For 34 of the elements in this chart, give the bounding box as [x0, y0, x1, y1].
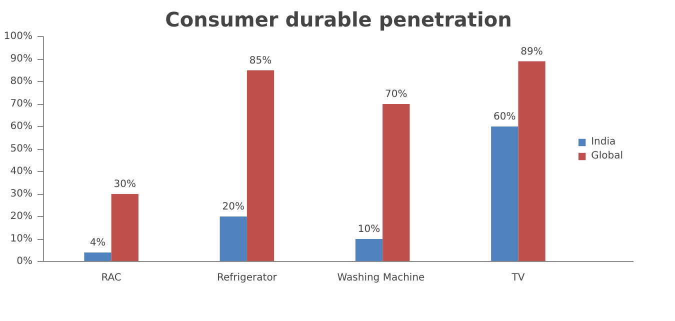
bar [246, 70, 274, 262]
y-tick-label: 60% [10, 121, 33, 132]
bar [84, 252, 112, 262]
y-tick-label: 10% [10, 234, 33, 244]
chart-title: Consumer durable penetration [165, 8, 512, 32]
y-tick-label: 90% [10, 54, 33, 64]
y-tick-label: 100% [4, 31, 33, 42]
x-tick-label: Washing Machine [337, 272, 425, 284]
data-label: 60% [494, 112, 516, 122]
data-label: 89% [520, 46, 543, 58]
bar [111, 194, 138, 262]
x-tick-label: RAC [101, 272, 122, 284]
data-label: 70% [385, 89, 408, 100]
x-tick-label: TV [510, 272, 525, 284]
legend-label: India [591, 136, 616, 147]
legend-label: Global [591, 150, 623, 161]
y-tick-label: 80% [10, 76, 33, 87]
bar [382, 104, 410, 262]
y-tick-label: 20% [10, 211, 33, 222]
bar [518, 61, 546, 262]
y-tick-label: 30% [10, 188, 33, 200]
y-tick-label: 70% [10, 98, 33, 110]
data-label: 30% [114, 179, 136, 190]
y-tick-label: 0% [16, 256, 33, 267]
bar [355, 239, 383, 262]
data-label: 20% [222, 202, 245, 212]
data-label: 4% [90, 238, 106, 248]
bar [491, 126, 518, 262]
y-tick-label: 40% [10, 166, 33, 177]
bar [220, 216, 247, 262]
data-label: 10% [358, 224, 380, 235]
x-tick-label: Refrigerator [216, 272, 278, 284]
data-label: 85% [249, 55, 272, 66]
y-tick-label: 50% [10, 144, 33, 154]
